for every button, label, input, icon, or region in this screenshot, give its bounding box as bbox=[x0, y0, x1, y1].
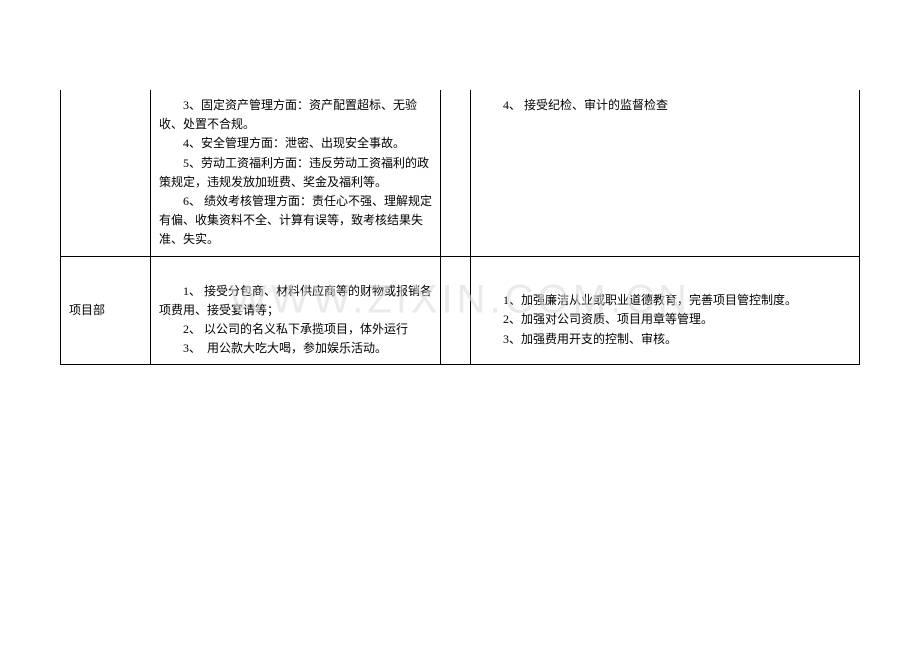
risk-line: 2、 以公司的名义私下承揽项目，体外运行 bbox=[159, 322, 408, 336]
risk-table: 3、固定资产管理方面：资产配置超标、无验收、处置不合规。 4、安全管理方面：泄密… bbox=[60, 90, 860, 365]
measure-line: 1、加强廉洁从业或职业道德教育，完善项目管控制度。 bbox=[479, 293, 797, 307]
risk-line: 5、劳动工资福利方面：违反劳动工资福利的政策规定，违规发放加班费、奖金及福利等。 bbox=[159, 156, 429, 189]
cell-spacer bbox=[441, 256, 471, 365]
table-row: 3、固定资产管理方面：资产配置超标、无验收、处置不合规。 4、安全管理方面：泄密… bbox=[61, 90, 860, 256]
cell-dept bbox=[61, 90, 151, 256]
cell-risk: 1、 接受分包商、材料供应商等的财物或报销各项费用、接受宴请等； 2、 以公司的… bbox=[151, 256, 441, 365]
measure-line: 4、 接受纪检、审计的监督检查 bbox=[479, 98, 668, 112]
risk-line: 4、安全管理方面：泄密、出现安全事故。 bbox=[159, 136, 405, 150]
risk-line: 1、 接受分包商、材料供应商等的财物或报销各项费用、接受宴请等； bbox=[159, 284, 432, 317]
risk-line: 3、 用公款大吃大喝，参加娱乐活动。 bbox=[159, 341, 387, 355]
table-row: 项目部 1、 接受分包商、材料供应商等的财物或报销各项费用、接受宴请等； 2、 … bbox=[61, 256, 860, 365]
cell-risk: 3、固定资产管理方面：资产配置超标、无验收、处置不合规。 4、安全管理方面：泄密… bbox=[151, 90, 441, 256]
risk-line: 6、 绩效考核管理方面：责任心不强、理解规定有偏、收集资料不全、计算有误等，致考… bbox=[159, 194, 432, 246]
measure-line: 3、加强费用开支的控制、审核。 bbox=[479, 332, 677, 346]
measure-line: 2、加强对公司资质、项目用章等管理。 bbox=[479, 312, 713, 326]
cell-spacer bbox=[441, 90, 471, 256]
cell-measure: 4、 接受纪检、审计的监督检查 bbox=[471, 90, 860, 256]
cell-dept: 项目部 bbox=[61, 256, 151, 365]
cell-measure: 1、加强廉洁从业或职业道德教育，完善项目管控制度。 2、加强对公司资质、项目用章… bbox=[471, 256, 860, 365]
risk-line: 3、固定资产管理方面：资产配置超标、无验收、处置不合规。 bbox=[159, 98, 417, 131]
